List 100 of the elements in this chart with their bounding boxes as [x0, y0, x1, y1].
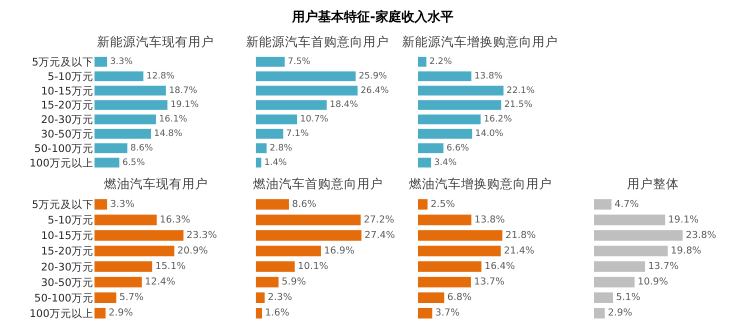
bar	[94, 86, 166, 96]
y-tick-label: 10-15万元	[40, 85, 94, 98]
data-label: 3.3%	[110, 57, 133, 68]
bar	[418, 230, 502, 241]
bar	[256, 246, 321, 256]
bar	[594, 261, 646, 272]
data-label: 3.3%	[110, 198, 134, 210]
bar	[418, 128, 472, 139]
bar	[418, 246, 501, 256]
chart-title: 燃油汽车首购意向用户	[253, 176, 383, 191]
data-label: 5.1%	[616, 292, 640, 304]
bar	[94, 276, 142, 288]
data-label: 16.2%	[484, 114, 512, 125]
data-label: 23.3%	[186, 230, 217, 241]
data-label: 16.1%	[159, 114, 188, 125]
bar	[94, 292, 116, 303]
bar	[94, 114, 156, 124]
bar	[418, 199, 428, 210]
data-label: 16.9%	[324, 245, 355, 256]
y-tick-label: 100万元以上	[29, 306, 94, 320]
bar	[94, 261, 152, 272]
chart-title: 用户整体	[627, 176, 679, 191]
data-label: 18.4%	[330, 100, 358, 110]
data-label: 16.4%	[484, 260, 515, 272]
y-tick-label: 5-10万元	[48, 70, 94, 83]
data-label: 6.8%	[447, 292, 472, 304]
bar	[94, 56, 108, 67]
y-tick-label: 100万元以上	[29, 156, 94, 170]
data-label: 1.6%	[265, 308, 290, 319]
data-label: 7.1%	[286, 129, 309, 140]
bar	[418, 100, 502, 110]
bar	[94, 71, 144, 82]
data-label: 14.0%	[475, 129, 504, 140]
data-label: 25.9%	[358, 71, 387, 82]
bar	[594, 308, 605, 319]
y-tick-label: 5万元及以下	[32, 198, 94, 212]
bar	[418, 143, 444, 154]
bar	[94, 214, 157, 226]
data-label: 21.4%	[504, 245, 534, 256]
bar	[418, 261, 482, 272]
bar	[256, 308, 262, 319]
data-label: 8.6%	[130, 143, 153, 154]
chart-title: 新能源汽车现有用户	[97, 34, 214, 49]
data-label: 3.4%	[434, 158, 457, 168]
bar	[594, 230, 683, 241]
data-label: 2.8%	[270, 143, 292, 154]
data-label: 8.6%	[292, 198, 316, 210]
data-label: 2.9%	[108, 308, 133, 319]
y-tick-label: 5-10万元	[48, 214, 94, 227]
y-tick-label: 10-15万元	[40, 230, 94, 242]
chart-title: 燃油汽车现有用户	[104, 176, 208, 191]
text: 用户基本特征-家庭收入水平	[291, 9, 454, 25]
bar	[94, 230, 184, 241]
data-label: 7.5%	[288, 57, 310, 68]
bar	[256, 128, 284, 139]
bar	[256, 56, 285, 67]
y-tick-label: 5万元及以下	[32, 56, 94, 69]
bar	[418, 86, 504, 96]
bar	[418, 292, 444, 303]
chart-title: 新能源汽车首购意向用户	[246, 34, 389, 49]
bar	[256, 230, 362, 241]
data-label: 19.1%	[668, 214, 699, 226]
data-label: 12.8%	[146, 71, 175, 82]
y-tick-label: 15-20万元	[40, 100, 94, 112]
bar	[256, 100, 327, 110]
bar	[418, 276, 471, 288]
data-label: 3.7%	[435, 308, 460, 319]
data-label: 20.9%	[177, 245, 208, 256]
data-label: 5.9%	[282, 276, 306, 288]
y-tick-label: 30-50万元	[40, 128, 94, 140]
data-label: 10.1%	[298, 260, 328, 272]
bar	[256, 261, 295, 272]
bar	[418, 214, 472, 226]
y-tick-label: 20-30万元	[40, 114, 94, 126]
data-label: 15.1%	[155, 260, 186, 272]
bar	[94, 158, 120, 168]
bar	[256, 71, 356, 82]
data-label: 6.5%	[122, 158, 145, 168]
bar	[256, 143, 267, 154]
bar	[256, 292, 265, 303]
data-label: 13.7%	[474, 276, 504, 288]
bar	[594, 214, 666, 226]
data-label: 6.6%	[446, 143, 470, 154]
y-tick-label: 50-100万元	[34, 142, 94, 155]
data-label: 21.8%	[505, 230, 536, 241]
bar	[256, 199, 289, 210]
data-label: 10.7%	[300, 114, 328, 125]
data-label: 12.4%	[144, 276, 176, 288]
data-label: 2.9%	[608, 308, 632, 319]
bar	[418, 308, 432, 319]
bar	[256, 214, 361, 226]
bar	[256, 276, 279, 288]
bar	[418, 56, 426, 67]
data-label: 5.7%	[119, 292, 144, 304]
bar	[256, 158, 262, 168]
y-tick-label: 20-30万元	[40, 261, 94, 274]
chart-title: 燃油汽车增换购意向用户	[409, 176, 552, 191]
bar	[418, 71, 472, 82]
data-label: 27.2%	[364, 214, 394, 226]
bar	[418, 158, 432, 168]
